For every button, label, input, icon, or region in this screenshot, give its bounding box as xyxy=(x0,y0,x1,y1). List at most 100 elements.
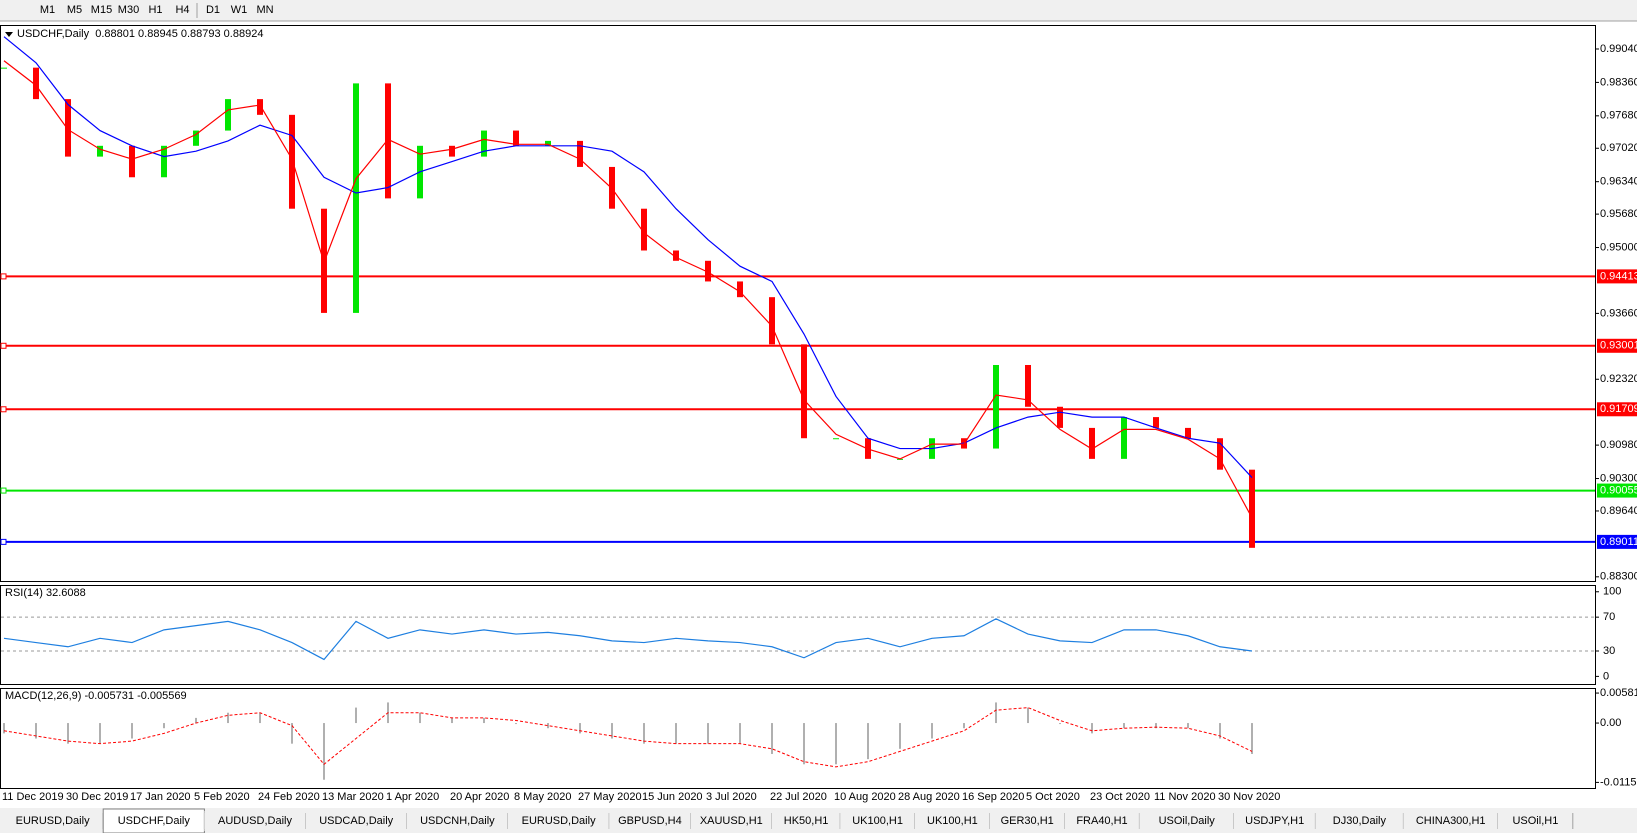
tab[interactable] xyxy=(508,811,610,831)
candle xyxy=(833,438,839,440)
macd-bar xyxy=(1059,723,1061,725)
x-tick-label: 24 Feb 2020 xyxy=(258,791,320,803)
x-tick-label: 5 Oct 2020 xyxy=(1026,791,1080,803)
tab-label[interactable]: UK100,H1 xyxy=(852,815,903,827)
tab-label[interactable]: AUDUSD,Daily xyxy=(218,815,292,827)
candle xyxy=(1153,417,1159,428)
x-tick-label: 22 Jul 2020 xyxy=(770,791,827,803)
tab[interactable] xyxy=(840,811,915,831)
macd-bar xyxy=(739,723,741,744)
tab[interactable] xyxy=(1403,811,1498,831)
macd-bar xyxy=(995,702,997,724)
level-label: 0.89011 xyxy=(1600,536,1637,548)
candle xyxy=(97,145,103,157)
candle xyxy=(257,99,263,115)
macd-bar xyxy=(99,723,101,744)
macd-bar xyxy=(1123,723,1125,729)
tab-label[interactable]: USDJPY,H1 xyxy=(1245,815,1304,827)
tab-label[interactable]: DJ30,Daily xyxy=(1333,815,1387,827)
macd-bar xyxy=(1187,723,1189,729)
macd-bar xyxy=(227,712,229,724)
y-tick-label: 0.93660 xyxy=(1600,307,1637,319)
tab-label[interactable]: USDCNH,Daily xyxy=(420,815,495,827)
tab-label[interactable]: USDCAD,Daily xyxy=(319,815,393,827)
candle xyxy=(1249,469,1255,548)
candle xyxy=(1025,364,1031,407)
tab[interactable] xyxy=(305,811,407,831)
macd-bar xyxy=(1027,707,1029,724)
timeframe-button[interactable]: M1 xyxy=(40,4,55,16)
y-tick-label: 0.88300 xyxy=(1600,571,1637,583)
macd-bar xyxy=(323,723,325,780)
tab[interactable] xyxy=(1498,811,1573,831)
rsi-pane xyxy=(0,585,1596,685)
tab-label[interactable]: USOil,H1 xyxy=(1512,815,1558,827)
x-tick-label: 30 Nov 2020 xyxy=(1218,791,1280,803)
tab-label[interactable]: HK50,H1 xyxy=(784,815,829,827)
macd-bar xyxy=(899,723,901,749)
tab-label[interactable]: XAUUSD,H1 xyxy=(700,815,763,827)
level-label-box xyxy=(1597,269,1637,284)
macd-bar xyxy=(67,723,69,744)
tab[interactable] xyxy=(989,811,1065,831)
tab[interactable] xyxy=(204,811,306,831)
y-tick-label: 0.89640 xyxy=(1600,505,1637,517)
y-tick-label: 0 xyxy=(1603,670,1609,682)
main-pane xyxy=(0,25,1596,582)
timeframe-button[interactable]: M30 xyxy=(118,4,139,16)
rsi-line xyxy=(3,618,1253,661)
macd-bar xyxy=(963,723,965,729)
tab-label[interactable]: UK100,H1 xyxy=(927,815,978,827)
macd-bar xyxy=(611,723,613,739)
x-tick-label: 16 Sep 2020 xyxy=(962,791,1024,803)
tab-label[interactable]: EURUSD,Daily xyxy=(16,815,90,827)
tab-label[interactable]: CHINA300,H1 xyxy=(1416,815,1486,827)
moving-average xyxy=(3,60,1253,519)
tab[interactable] xyxy=(1064,811,1140,831)
tab-label[interactable]: USDCHF,Daily xyxy=(118,815,191,827)
tab-label[interactable]: GER30,H1 xyxy=(1001,815,1054,827)
tab-label[interactable]: FRA40,H1 xyxy=(1076,815,1127,827)
y-tick-label: 0.99040 xyxy=(1600,43,1637,55)
level-label-box xyxy=(1597,483,1637,498)
timeframe-button[interactable]: MN xyxy=(256,4,273,16)
tab[interactable] xyxy=(1315,811,1404,831)
macd-bar xyxy=(803,723,805,765)
timeframe-button[interactable]: M15 xyxy=(91,4,112,16)
y-tick-label: 0.95000 xyxy=(1600,241,1637,253)
timeframe-button[interactable]: H1 xyxy=(148,4,162,16)
candle xyxy=(769,297,775,345)
tab[interactable] xyxy=(609,811,691,831)
tab[interactable] xyxy=(690,811,772,831)
candle xyxy=(1121,417,1127,459)
tab[interactable] xyxy=(2,811,104,831)
tab[interactable] xyxy=(1139,811,1234,831)
y-tick-label: 70 xyxy=(1603,611,1615,623)
tab-label[interactable]: GBPUSD,H4 xyxy=(618,815,682,827)
level-marker xyxy=(0,538,7,545)
timeframe-button[interactable]: D1 xyxy=(206,4,220,16)
tab[interactable] xyxy=(772,811,841,831)
tab[interactable] xyxy=(915,811,990,831)
tab-label[interactable]: USOil,Daily xyxy=(1159,815,1216,827)
y-tick-label: 100 xyxy=(1603,586,1621,598)
tab[interactable] xyxy=(406,811,508,831)
tab[interactable] xyxy=(1234,811,1316,831)
macd-bar xyxy=(1155,723,1157,729)
candle xyxy=(705,260,711,282)
x-tick-label: 3 Jul 2020 xyxy=(706,791,757,803)
timeframe-button[interactable]: W1 xyxy=(231,4,248,16)
y-tick-label: 0.90300 xyxy=(1600,472,1637,484)
macd-bar xyxy=(419,712,421,724)
candle xyxy=(513,130,519,146)
timeframe-button[interactable]: H4 xyxy=(175,4,189,16)
tab-label[interactable]: EURUSD,Daily xyxy=(522,815,596,827)
timeframe-button[interactable]: M5 xyxy=(67,4,82,16)
y-tick-label: 0.90980 xyxy=(1600,439,1637,451)
macd-bar xyxy=(195,717,197,724)
candle xyxy=(289,114,295,209)
level-label: 0.93001 xyxy=(1600,340,1637,352)
level-label-box xyxy=(1597,534,1637,549)
x-tick-label: 23 Oct 2020 xyxy=(1090,791,1150,803)
y-tick-label: 0.96340 xyxy=(1600,176,1637,188)
